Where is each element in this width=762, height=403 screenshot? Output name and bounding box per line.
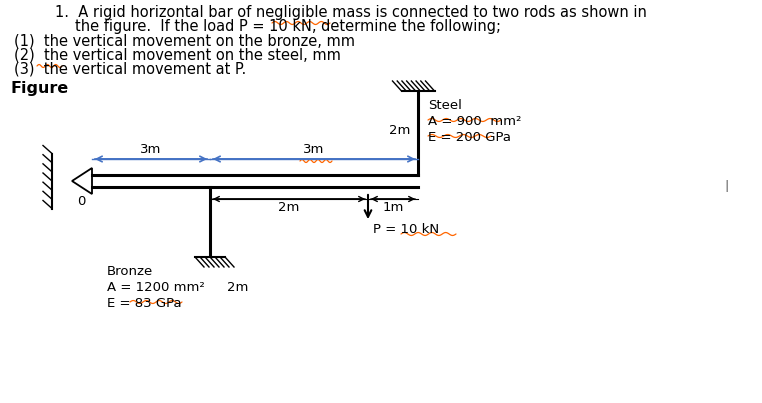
Text: E = 83 GPa: E = 83 GPa — [107, 297, 181, 310]
Text: (2)  the vertical movement on the steel, mm: (2) the vertical movement on the steel, … — [14, 47, 341, 62]
Text: Figure: Figure — [10, 81, 69, 96]
Text: P = 10 kN: P = 10 kN — [373, 223, 439, 236]
Text: 3m: 3m — [303, 143, 325, 156]
Text: Bronze: Bronze — [107, 265, 153, 278]
Text: A = 900  mm²: A = 900 mm² — [428, 115, 521, 128]
Text: 1m: 1m — [383, 201, 404, 214]
Text: E = 200 GPa: E = 200 GPa — [428, 131, 511, 144]
Text: 2m: 2m — [278, 201, 299, 214]
Text: A = 1200 mm²: A = 1200 mm² — [107, 281, 205, 294]
Text: I: I — [725, 181, 729, 195]
Text: (3)  the vertical movement at P.: (3) the vertical movement at P. — [14, 61, 246, 76]
Text: 2m: 2m — [227, 281, 248, 294]
Text: 0: 0 — [77, 195, 85, 208]
Text: 1.  A rigid horizontal bar of negligible mass is connected to two rods as shown : 1. A rigid horizontal bar of negligible … — [55, 5, 647, 20]
Text: 3m: 3m — [140, 143, 162, 156]
Polygon shape — [72, 168, 92, 194]
Text: the figure.  If the load P = 10 kN, determine the following;: the figure. If the load P = 10 kN, deter… — [75, 19, 501, 34]
Text: (1)  the vertical movement on the bronze, mm: (1) the vertical movement on the bronze,… — [14, 33, 355, 48]
Text: Steel: Steel — [428, 99, 462, 112]
Text: 2m: 2m — [389, 125, 410, 137]
